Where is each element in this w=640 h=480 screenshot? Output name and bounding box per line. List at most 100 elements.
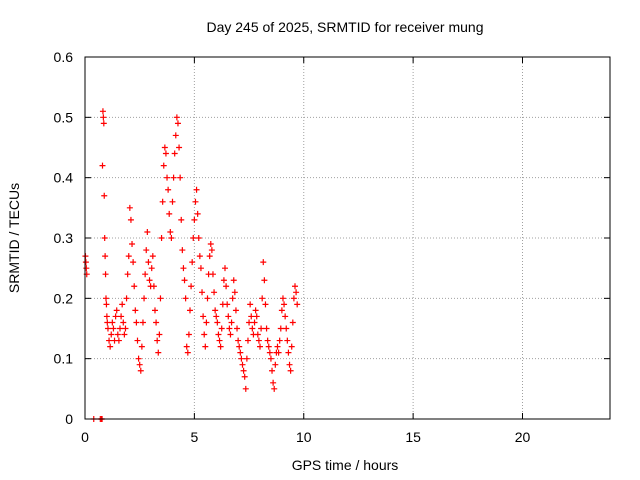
data-point — [259, 295, 266, 302]
x-tick-label: 20 — [515, 429, 531, 445]
data-point — [218, 325, 225, 332]
data-point — [156, 331, 163, 338]
data-point — [267, 355, 274, 362]
data-point — [130, 259, 137, 266]
data-point — [212, 307, 219, 314]
data-point — [231, 289, 238, 296]
data-point — [276, 337, 283, 344]
data-point — [287, 367, 294, 374]
data-point — [225, 313, 232, 320]
data-point — [103, 295, 109, 302]
x-tick-labels: 0 5 10 15 20 — [81, 429, 530, 445]
data-point — [153, 319, 160, 326]
data-point — [185, 331, 192, 338]
data-point — [226, 325, 233, 332]
data-point — [100, 114, 107, 121]
data-point — [265, 343, 272, 350]
data-point — [236, 343, 243, 350]
data-point — [149, 253, 156, 260]
data-point — [127, 216, 134, 223]
data-point — [190, 235, 197, 241]
data-point — [243, 355, 250, 362]
data-point — [144, 228, 151, 235]
data-point — [104, 319, 111, 326]
data-point — [248, 313, 255, 320]
data-point — [119, 301, 126, 308]
data-point — [270, 379, 277, 386]
data-point — [139, 319, 146, 326]
data-point — [145, 259, 152, 266]
data-point — [115, 337, 122, 344]
data-point — [112, 313, 119, 320]
data-point — [192, 198, 199, 205]
data-point — [241, 373, 248, 380]
data-point — [277, 325, 284, 332]
data-point — [121, 331, 128, 338]
data-point — [246, 319, 253, 326]
y-tick-label: 0.4 — [54, 170, 74, 186]
x-tick-label: 10 — [296, 429, 312, 445]
data-point — [249, 325, 256, 332]
data-point — [222, 265, 228, 272]
x-tick-label: 0 — [81, 429, 89, 445]
data-point — [108, 331, 115, 338]
data-point — [278, 307, 285, 314]
data-point — [162, 150, 169, 157]
data-point — [279, 295, 286, 302]
data-point — [227, 331, 234, 338]
data-point — [113, 307, 120, 314]
data-point — [284, 337, 291, 344]
data-point — [107, 343, 114, 350]
data-point — [206, 253, 213, 260]
data-point — [161, 144, 168, 151]
data-point — [182, 295, 189, 302]
data-point — [272, 361, 279, 368]
data-point — [171, 150, 178, 157]
data-point — [253, 313, 260, 320]
data-point — [201, 331, 208, 338]
x-tick-label: 5 — [190, 429, 198, 445]
data-point — [220, 277, 227, 284]
data-point — [199, 289, 206, 296]
y-tick-label: 0.5 — [54, 109, 74, 125]
data-point — [102, 253, 109, 260]
data-point — [215, 331, 222, 338]
data-point — [181, 277, 188, 284]
data-point — [283, 325, 290, 332]
data-point — [101, 192, 108, 199]
data-point — [180, 265, 187, 272]
data-point — [134, 337, 141, 344]
data-point — [213, 313, 220, 320]
data-point — [167, 228, 174, 235]
data-point — [126, 204, 133, 211]
data-point — [266, 349, 273, 356]
data-point — [158, 235, 165, 241]
data-point — [154, 337, 161, 344]
data-point — [230, 277, 237, 284]
data-point — [166, 210, 173, 217]
data-point — [203, 319, 210, 326]
data-point — [124, 271, 131, 278]
data-point — [207, 241, 214, 248]
data-point — [148, 265, 155, 272]
data-point — [159, 198, 166, 205]
data-point — [200, 313, 207, 320]
data-point — [101, 235, 108, 241]
data-points — [82, 108, 301, 422]
data-point — [174, 120, 181, 127]
data-point — [168, 235, 175, 241]
data-point — [138, 343, 145, 350]
data-point — [239, 361, 246, 368]
data-point — [83, 265, 90, 272]
data-point — [187, 307, 193, 314]
data-point — [82, 259, 89, 266]
data-point — [157, 295, 164, 302]
data-point — [275, 349, 282, 356]
data-point — [135, 355, 142, 362]
data-point — [235, 337, 242, 344]
data-point — [251, 319, 258, 326]
data-point — [106, 337, 113, 344]
data-point — [292, 283, 298, 290]
data-point — [285, 349, 292, 356]
